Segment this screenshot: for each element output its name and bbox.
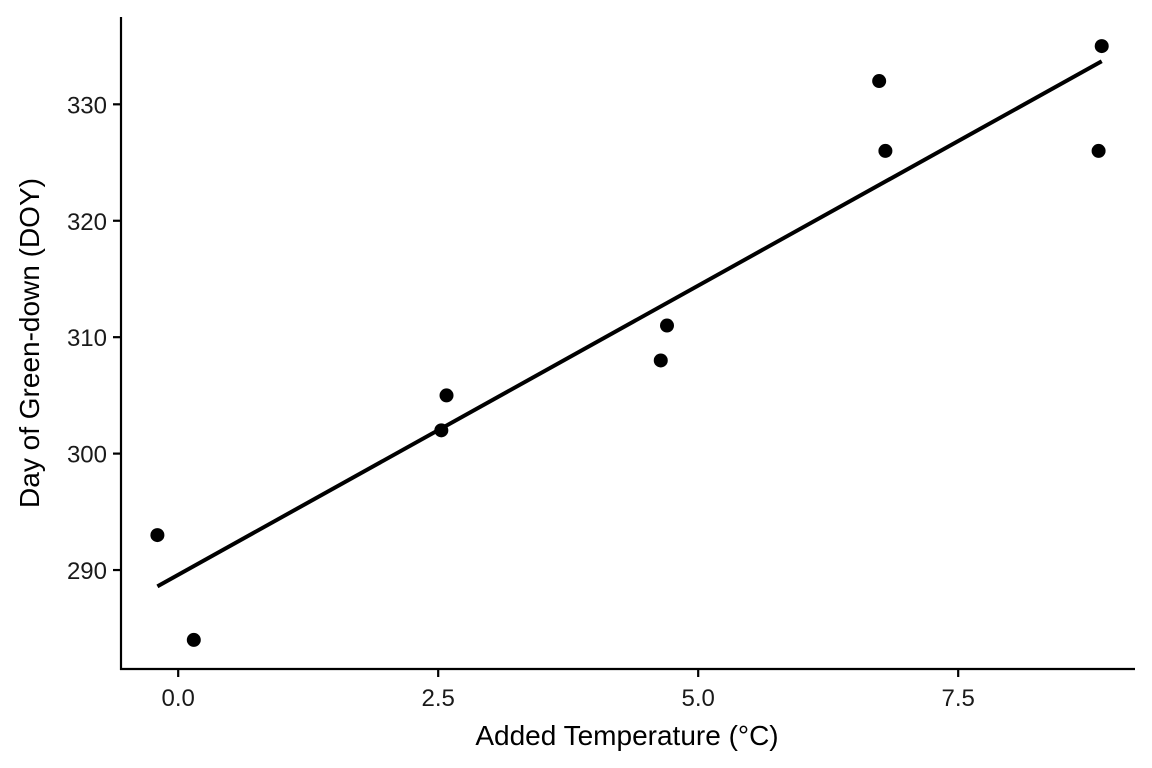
data-point xyxy=(1091,143,1106,158)
y-tick-label: 330 xyxy=(67,92,107,119)
y-tick-label: 320 xyxy=(67,209,107,236)
y-tick-label: 300 xyxy=(67,442,107,469)
x-tick-label: 5.0 xyxy=(682,685,715,712)
x-axis-title: Added Temperature (°C) xyxy=(475,720,778,751)
x-tick-label: 2.5 xyxy=(422,685,455,712)
data-point xyxy=(434,423,449,438)
y-tick-label: 310 xyxy=(67,325,107,352)
data-point xyxy=(1094,39,1109,54)
x-tick-label: 0.0 xyxy=(162,685,195,712)
y-axis-title: Day of Green-down (DOY) xyxy=(14,178,45,508)
data-point xyxy=(653,353,668,368)
data-point xyxy=(186,632,201,647)
y-tick-label: 290 xyxy=(67,558,107,585)
data-point xyxy=(660,318,674,333)
x-tick-label: 7.5 xyxy=(942,685,975,712)
plot-area: 0.0 2.5 5.0 7.5 290 300 310 320 330 xyxy=(67,17,1135,712)
data-point xyxy=(150,528,165,543)
regression-line xyxy=(156,59,1103,589)
data-point xyxy=(439,388,454,403)
data-point xyxy=(878,143,893,158)
data-point xyxy=(872,74,887,89)
